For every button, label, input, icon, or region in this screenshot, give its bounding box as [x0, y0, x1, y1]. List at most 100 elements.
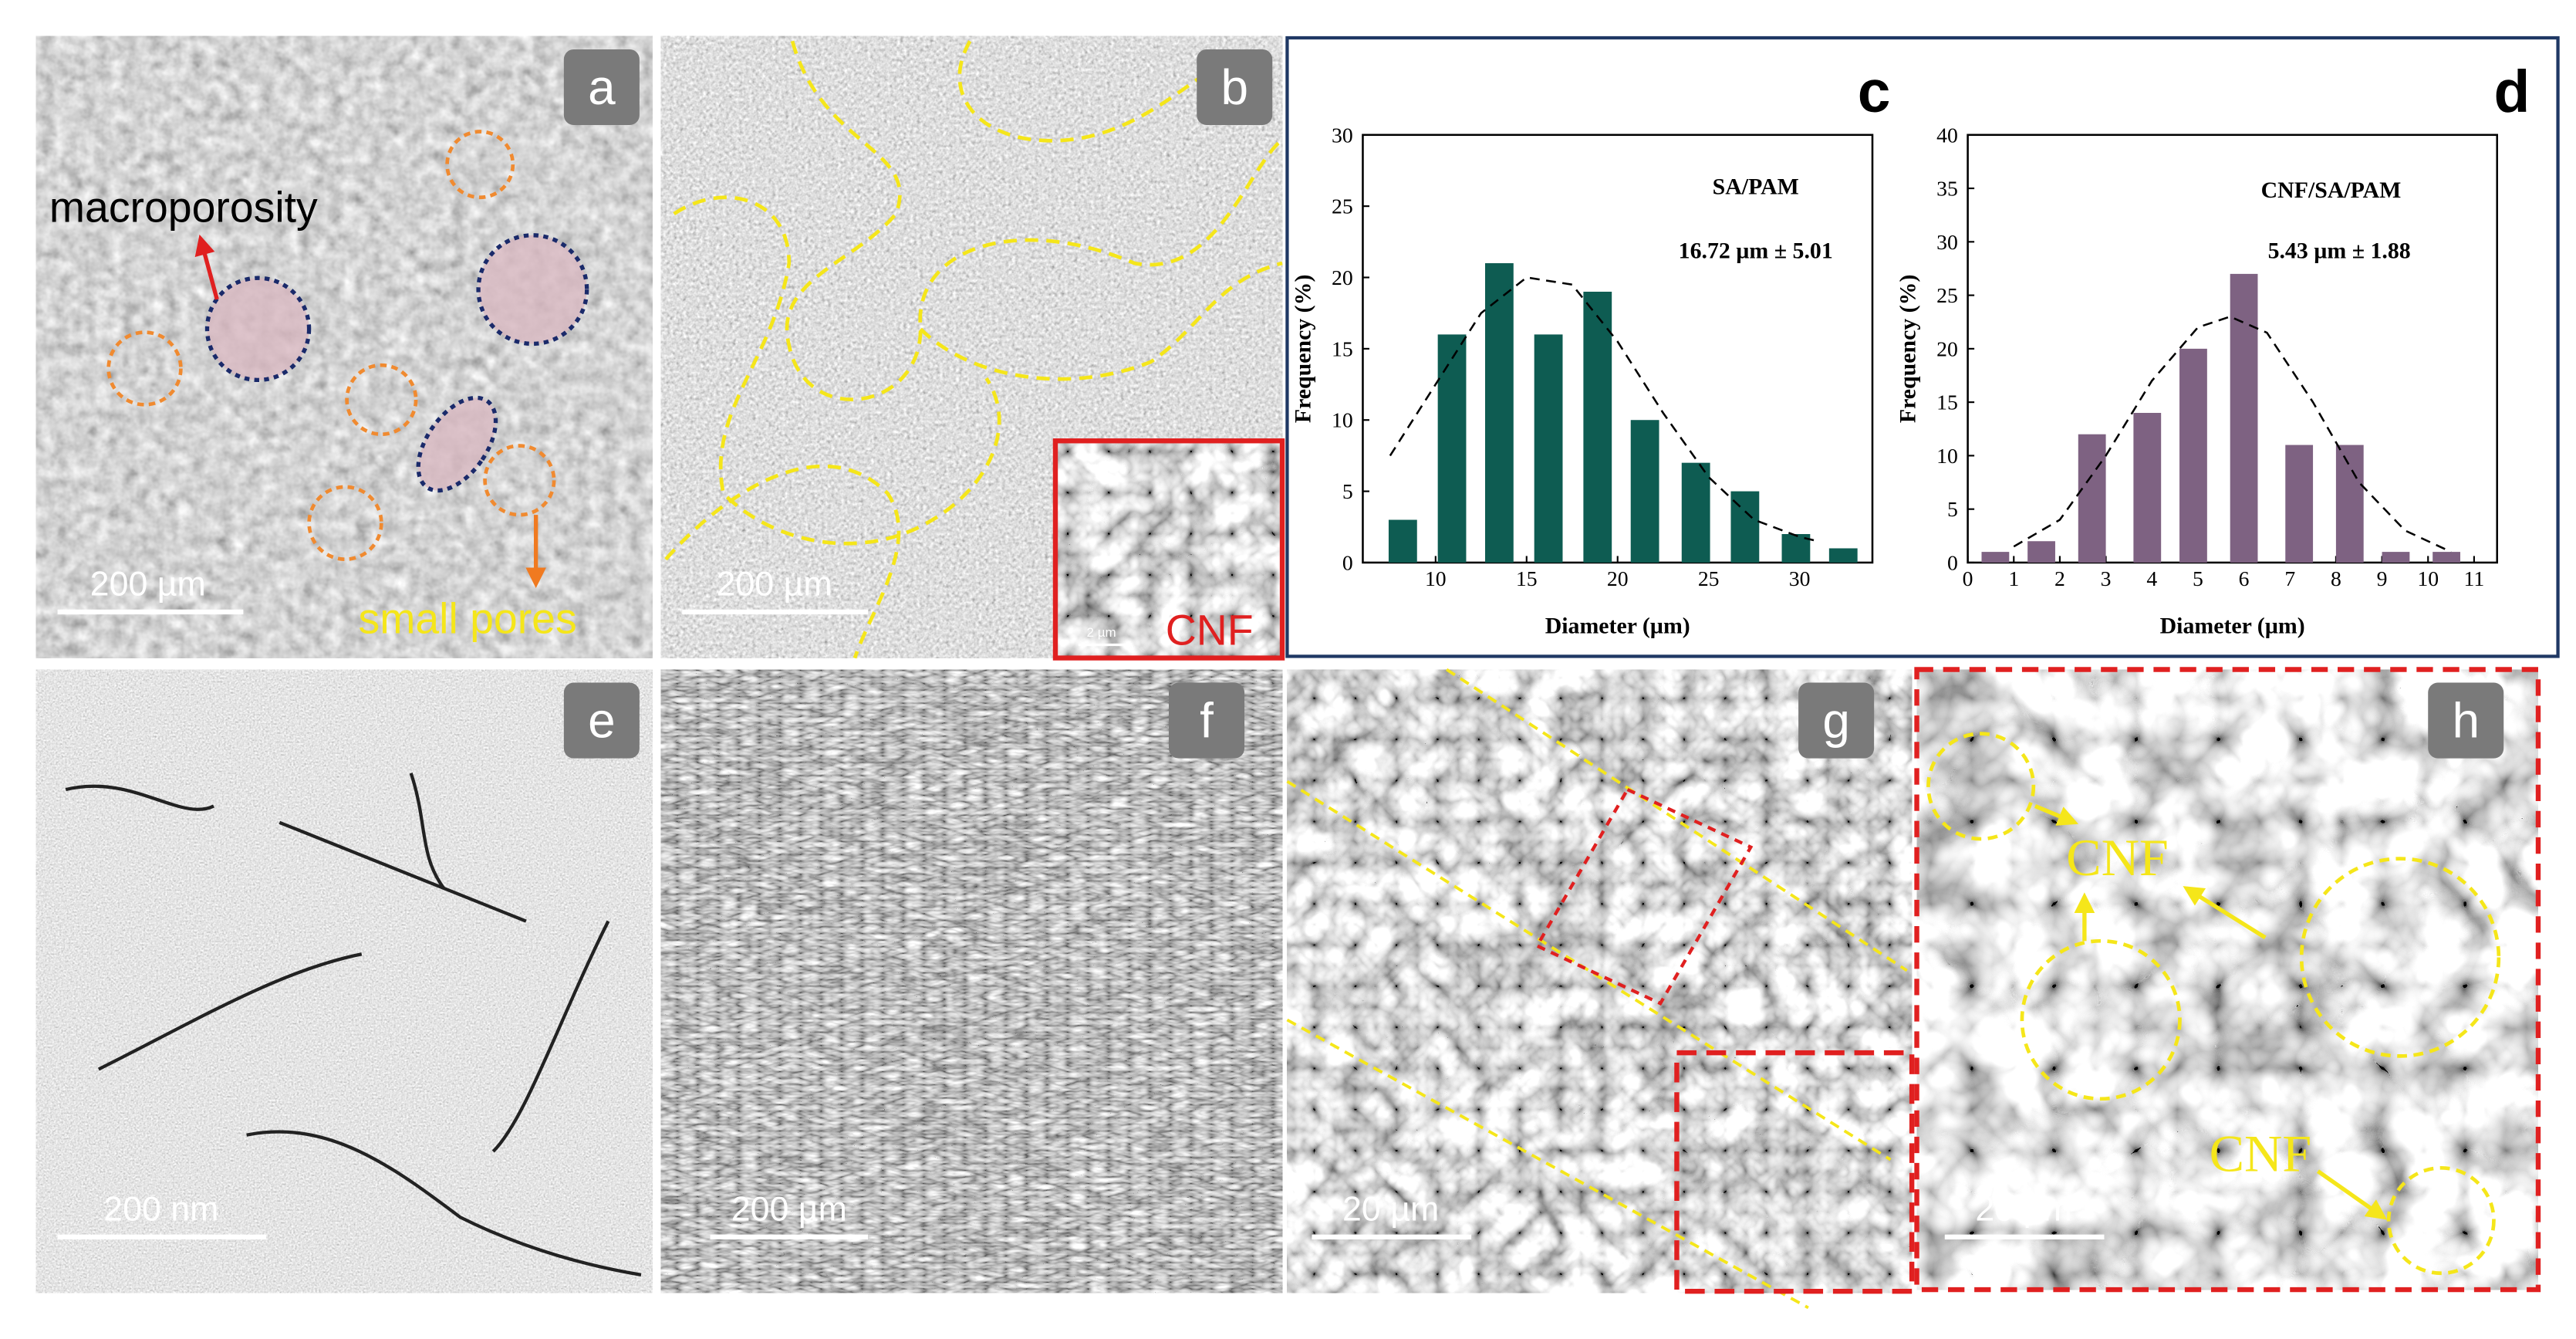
- x-tick-label: 20: [1607, 566, 1629, 590]
- bar: [2230, 273, 2258, 563]
- panel-badge: [1798, 682, 1875, 759]
- scale-bar-label: 20 µm: [1975, 1190, 2071, 1229]
- panel-label: a: [588, 59, 616, 115]
- cnf-markers: [1926, 732, 2501, 1276]
- y-tick-label: 25: [1936, 283, 1958, 307]
- y-tick-label: 10: [1332, 408, 1353, 432]
- x-tick-label: 4: [2146, 566, 2157, 590]
- x-tick-label: 8: [2331, 566, 2341, 590]
- bar: [1534, 334, 1563, 563]
- fit-curve: [1389, 276, 1818, 543]
- annotation: CNF: [2210, 1124, 2312, 1183]
- annotation: SA/PAM: [1713, 174, 1799, 200]
- scale-bar-label: 20 µm: [1342, 1190, 1439, 1229]
- y-tick-label: 20: [1936, 336, 1958, 360]
- x-tick-label: 15: [1516, 566, 1538, 590]
- x-tick-label: 2: [2054, 566, 2065, 590]
- y-tick-label: 10: [1936, 444, 1958, 468]
- frame: [1914, 667, 2541, 1293]
- bar: [2433, 552, 2460, 563]
- scale-bar-label: 2 µm: [1087, 625, 1116, 640]
- y-tick-label: 0: [1342, 550, 1353, 574]
- bar: [2133, 412, 2162, 563]
- panel-label: e: [588, 693, 616, 749]
- scale-bar-label: 200 µm: [731, 1190, 847, 1229]
- panel-label: d: [2493, 59, 2530, 125]
- panel-b: CNF 2 µm 200 µm b: [660, 36, 1285, 661]
- panel-label: c: [1858, 59, 1891, 125]
- sem-image: [660, 669, 1283, 1293]
- y-tick-label: 25: [1332, 194, 1353, 218]
- fit-curve: [2013, 315, 2452, 553]
- sem-image: [1287, 669, 1913, 1293]
- panel-h: CNF CNF 20 µm h: [1914, 667, 2541, 1293]
- bar: [2078, 434, 2106, 563]
- panel-badge: [2428, 682, 2504, 759]
- y-tick-label: 0: [1947, 550, 1958, 574]
- panel-label: g: [1822, 693, 1850, 749]
- panel-a: macroporosity small pores 200 µm a: [35, 36, 653, 658]
- inset-label: CNF: [1166, 607, 1254, 654]
- x-tick-label: 1: [2008, 566, 2019, 590]
- x-tick-label: 25: [1698, 566, 1720, 590]
- bar: [2179, 348, 2207, 563]
- y-tick-label: 5: [1342, 479, 1353, 503]
- annotation: small pores: [359, 595, 577, 643]
- x-axis-label: Diameter (µm): [2160, 614, 2305, 639]
- bar: [1981, 552, 2010, 563]
- panel-label: f: [1200, 693, 1214, 749]
- y-axis-label: Frequency (%): [1290, 275, 1315, 424]
- zoom-region: [1534, 787, 1754, 1006]
- panel-label: b: [1220, 59, 1248, 115]
- bar: [1437, 334, 1467, 563]
- panel-badge: [563, 682, 640, 759]
- panel-badge: [1169, 682, 1245, 759]
- x-tick-label: 10: [2417, 566, 2439, 590]
- x-tick-label: 5: [2193, 566, 2203, 590]
- inset-frame: [1052, 438, 1285, 661]
- x-tick-label: 6: [2239, 566, 2250, 590]
- y-axis-label: Frequency (%): [1895, 275, 1920, 424]
- guide-lines: [1286, 668, 1908, 1310]
- sem-image: [1916, 669, 2538, 1290]
- annotation: 16.72 µm ± 5.01: [1679, 238, 1833, 264]
- x-tick-label: 7: [2284, 566, 2295, 590]
- scale-bar-label: 200 nm: [103, 1190, 218, 1229]
- y-tick-label: 35: [1936, 177, 1958, 201]
- scale-bar-label: 200 µm: [717, 565, 832, 604]
- y-tick-label: 40: [1936, 123, 1958, 147]
- annotation: 5.43 µm ± 1.88: [2268, 238, 2411, 264]
- x-tick-label: 9: [2377, 566, 2388, 590]
- panel-g: 20 µm g: [1286, 668, 1915, 1310]
- bar: [1484, 263, 1514, 563]
- bar: [1630, 420, 1659, 563]
- y-tick-label: 30: [1332, 123, 1353, 147]
- annotation: macroporosity: [49, 184, 318, 232]
- arrow: [194, 234, 219, 300]
- x-axis-label: Diameter (µm): [1545, 614, 1690, 639]
- x-tick-label: 3: [2101, 566, 2112, 590]
- wrinkles: [65, 773, 642, 1276]
- annotation: CNF/SA/PAM: [2261, 178, 2402, 203]
- bar: [1681, 462, 1710, 563]
- sem-image: [35, 36, 653, 658]
- bar: [2382, 552, 2410, 563]
- small-pore-markers: [106, 130, 556, 562]
- panel-label: h: [2452, 693, 2480, 749]
- bar: [2335, 445, 2364, 563]
- panel-f: 200 µm f: [660, 669, 1283, 1293]
- y-tick-label: 15: [1332, 336, 1353, 360]
- y-tick-label: 15: [1936, 391, 1958, 414]
- x-tick-label: 0: [1963, 566, 1973, 590]
- arrows: [2034, 803, 2388, 1220]
- panel-badge: [1197, 49, 1273, 125]
- sem-image: [35, 669, 653, 1293]
- bar: [1388, 519, 1417, 563]
- scale-bar-label: 200 µm: [90, 565, 206, 604]
- x-tick-label: 11: [2464, 566, 2485, 590]
- y-tick-label: 20: [1332, 265, 1353, 289]
- bar: [1583, 291, 1612, 563]
- panel-e: 200 nm e: [35, 669, 653, 1293]
